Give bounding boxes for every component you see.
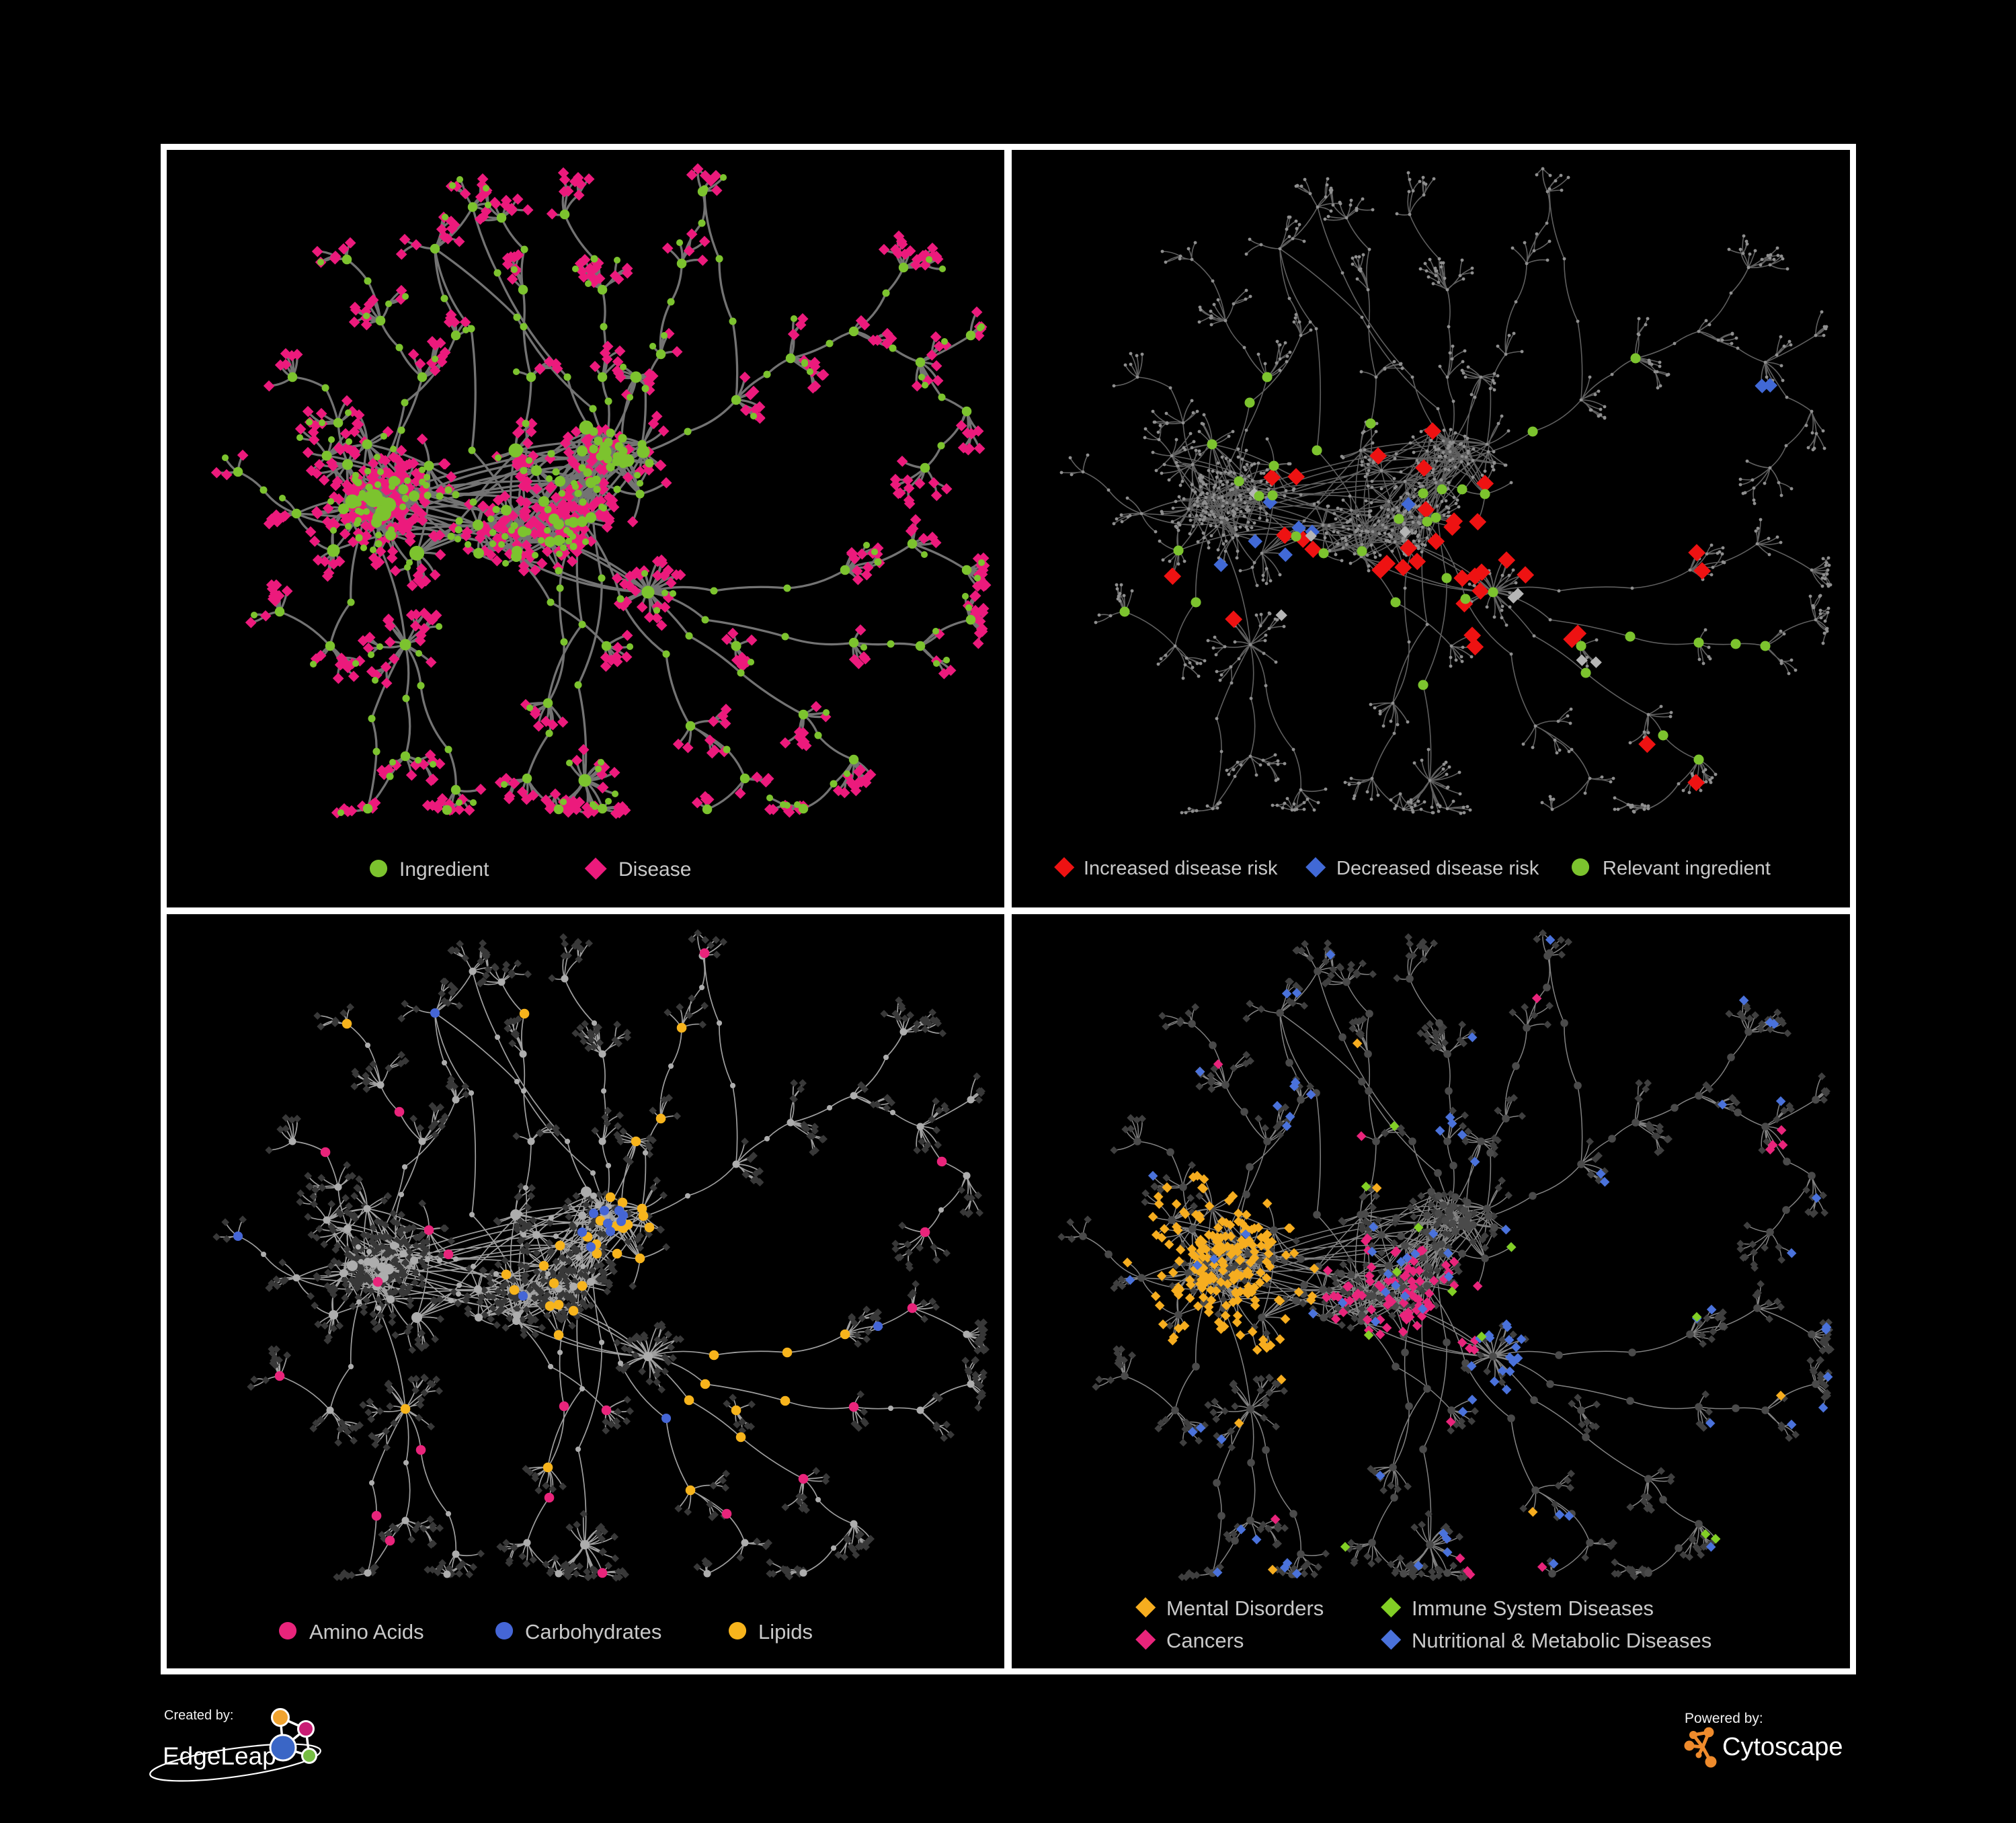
svg-text:Decreased disease risk: Decreased disease risk [1336, 858, 1539, 879]
svg-text:Increased disease risk: Increased disease risk [1084, 858, 1278, 879]
svg-text:Disease: Disease [618, 858, 691, 881]
svg-text:Nutritional & Metabolic Diseas: Nutritional & Metabolic Diseases [1412, 1629, 1711, 1652]
svg-text:Relevant ingredient: Relevant ingredient [1603, 858, 1771, 879]
svg-text:EdgeLeap: EdgeLeap [163, 1742, 276, 1770]
svg-text:Created by:: Created by: [164, 1708, 233, 1723]
svg-text:Carbohydrates: Carbohydrates [525, 1620, 661, 1644]
svg-text:Immune System Diseases: Immune System Diseases [1412, 1596, 1654, 1620]
svg-text:Powered by:: Powered by: [1685, 1711, 1763, 1726]
svg-text:Lipids: Lipids [758, 1620, 813, 1644]
svg-text:Ingredient: Ingredient [399, 858, 489, 881]
svg-text:Cancers: Cancers [1166, 1629, 1244, 1652]
svg-text:Amino Acids: Amino Acids [309, 1620, 424, 1644]
svg-text:Cytoscape: Cytoscape [1722, 1733, 1843, 1761]
svg-text:Mental Disorders: Mental Disorders [1166, 1596, 1324, 1620]
